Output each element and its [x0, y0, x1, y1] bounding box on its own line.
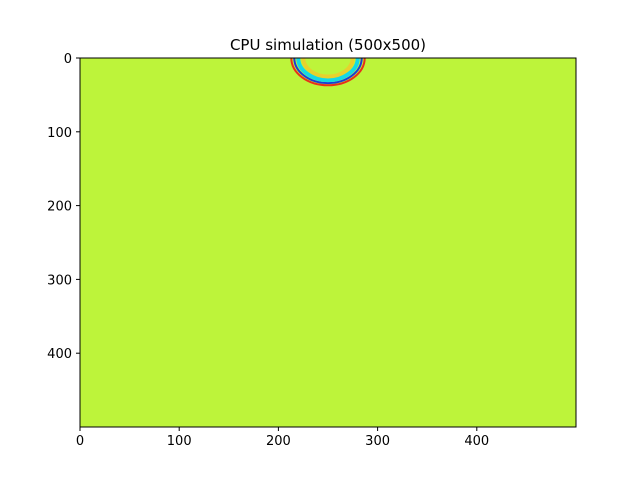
wave-ring-3 [301, 58, 355, 79]
y-axis: 0 100 200 300 400 [47, 52, 80, 362]
y-tick-label-200: 200 [47, 200, 72, 215]
plot-frame [79, 57, 577, 428]
wave-ring-0 [290, 58, 366, 87]
wave-rings [290, 58, 366, 87]
wave-ring-1 [293, 58, 363, 85]
x-axis: 0 100 200 300 400 [76, 427, 489, 449]
field-background [80, 58, 576, 427]
y-tick-label-0: 0 [64, 52, 72, 67]
plot-area [79, 57, 577, 428]
y-tick-label-400: 400 [47, 347, 72, 362]
x-tick-label-0: 0 [76, 434, 84, 449]
y-tick-label-100: 100 [47, 126, 72, 141]
x-tick-label-200: 200 [266, 434, 291, 449]
x-tick-label-100: 100 [167, 434, 192, 449]
chart-title: CPU simulation (500x500) [230, 36, 426, 54]
y-tick-label-300: 300 [47, 273, 72, 288]
x-tick-label-300: 300 [365, 434, 390, 449]
x-tick-label-400: 400 [464, 434, 489, 449]
wave-ring-2 [296, 58, 360, 83]
